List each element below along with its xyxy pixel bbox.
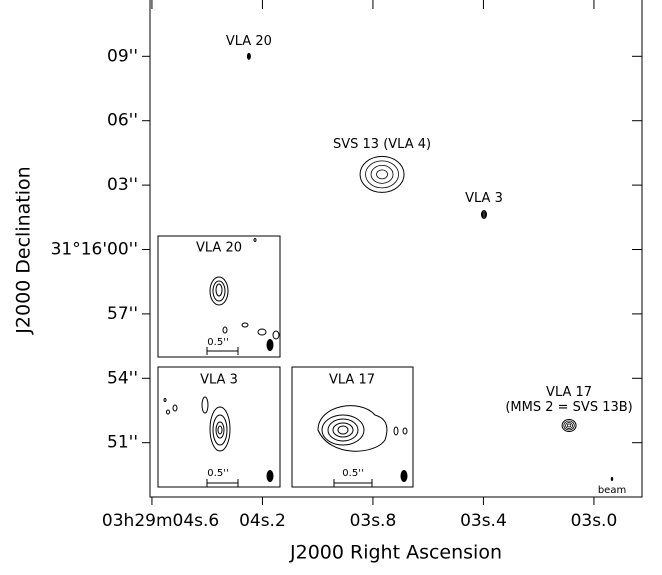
source-label: VLA 20 xyxy=(226,34,272,49)
y-tick-label: 09'' xyxy=(107,46,138,66)
y-tick-label: 06'' xyxy=(107,111,138,131)
source-label: SVS 13 (VLA 4) xyxy=(333,137,431,152)
y-tick-label: 57'' xyxy=(107,304,138,324)
beam-label: beam xyxy=(598,485,626,496)
x-tick-label: 03s.8 xyxy=(350,511,397,531)
contour xyxy=(248,55,250,58)
source xyxy=(480,210,487,220)
plot-frame xyxy=(149,0,643,498)
contour xyxy=(565,422,573,429)
contour xyxy=(370,164,394,184)
x-tick-label: 03s.0 xyxy=(571,511,618,531)
scale-label: 0.5'' xyxy=(342,468,363,479)
inset: VLA 20 0.5'' xyxy=(157,235,281,358)
inset-title: VLA 3 xyxy=(200,373,238,388)
y-tick-label: 03'' xyxy=(107,175,138,195)
scale-label: 0.5'' xyxy=(207,337,228,348)
contour xyxy=(481,211,487,218)
x-tick-label: 03s.4 xyxy=(460,511,507,531)
x-tick-label: 04s.2 xyxy=(239,511,286,531)
source xyxy=(359,155,405,193)
contour xyxy=(563,420,575,431)
source-label: VLA 3 xyxy=(465,191,503,206)
x-axis-label: J2000 Right Ascension xyxy=(289,542,502,564)
inset: VLA 17 0.5'' xyxy=(291,366,414,488)
contour xyxy=(566,423,572,428)
source xyxy=(561,419,577,433)
scale-label: 0.5'' xyxy=(207,468,228,479)
y-tick-label: 31°16'00'' xyxy=(51,240,138,260)
y-axis-label: J2000 Declination xyxy=(13,166,35,334)
contour xyxy=(376,169,388,180)
inset: VLA 3 0.5'' xyxy=(157,366,281,488)
source-label: VLA 17 xyxy=(546,385,592,400)
source-label: (MMS 2 = SVS 13B) xyxy=(505,400,632,415)
contour xyxy=(482,213,486,216)
inset-title: VLA 20 xyxy=(196,241,242,256)
beam xyxy=(610,477,614,481)
contour xyxy=(482,212,486,217)
contour xyxy=(365,160,399,189)
y-tick-label: 51'' xyxy=(107,433,138,453)
x-tick-label: 03h29m04s.6 xyxy=(102,511,219,531)
y-tick-label: 54'' xyxy=(107,368,138,388)
source xyxy=(246,52,251,60)
inset-title: VLA 17 xyxy=(329,373,375,388)
